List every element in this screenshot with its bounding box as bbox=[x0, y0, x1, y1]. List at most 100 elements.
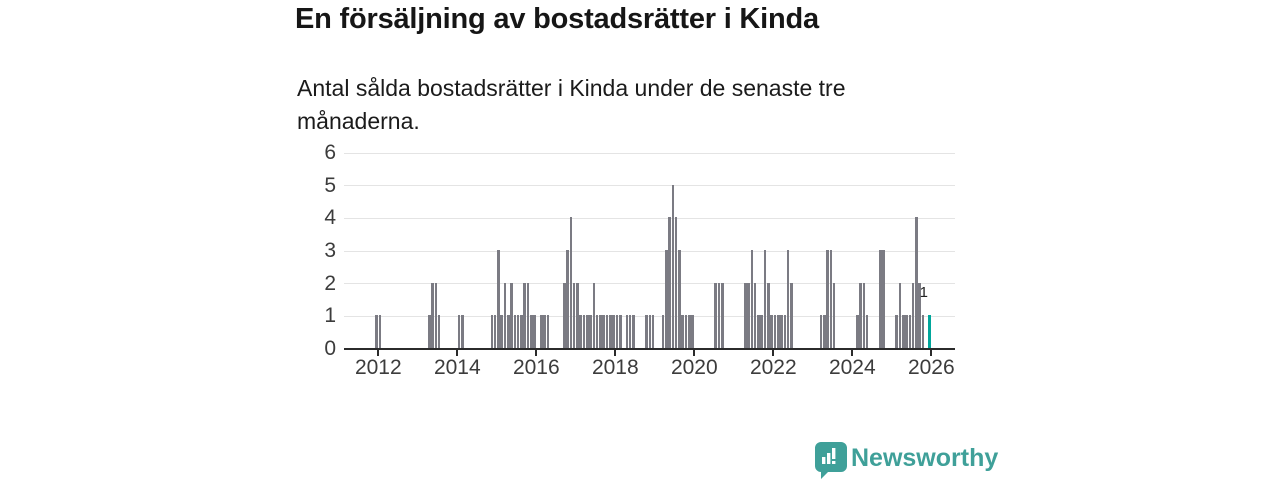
x-axis-line bbox=[344, 348, 955, 350]
bar bbox=[539, 315, 543, 348]
bar bbox=[516, 315, 520, 348]
bar bbox=[878, 250, 882, 348]
bar bbox=[750, 250, 754, 348]
bar bbox=[500, 315, 504, 348]
bar bbox=[855, 315, 859, 348]
bar bbox=[572, 282, 576, 348]
bar bbox=[717, 282, 721, 348]
x-axis-tick-label: 2016 bbox=[512, 356, 560, 379]
bar bbox=[757, 315, 760, 348]
bar bbox=[520, 315, 523, 348]
x-axis-tick-label: 2014 bbox=[433, 356, 481, 379]
bar bbox=[691, 315, 694, 348]
bar bbox=[599, 315, 602, 348]
newsworthy-brand-text: Newsworthy bbox=[851, 444, 999, 472]
bar bbox=[510, 282, 513, 348]
bar bbox=[668, 217, 671, 348]
x-axis-tick-label: 2022 bbox=[749, 356, 797, 379]
bar bbox=[823, 315, 826, 348]
bar bbox=[744, 282, 747, 348]
bar bbox=[566, 250, 569, 348]
bar bbox=[753, 282, 757, 348]
bar bbox=[859, 282, 862, 348]
bar bbox=[609, 315, 612, 348]
bar bbox=[428, 315, 431, 348]
bar bbox=[908, 315, 912, 348]
y-axis-tick-label: 0 bbox=[324, 337, 336, 360]
bar bbox=[681, 315, 685, 348]
bar bbox=[378, 315, 382, 348]
bar bbox=[826, 250, 829, 348]
bar bbox=[684, 315, 688, 348]
bar bbox=[618, 315, 622, 348]
y-axis-tick-label: 5 bbox=[324, 173, 336, 197]
bar bbox=[882, 250, 885, 348]
bar bbox=[819, 315, 823, 348]
bar bbox=[576, 282, 579, 348]
bar bbox=[763, 250, 767, 348]
bar bbox=[783, 315, 787, 348]
x-axis-tick-label: 2026 bbox=[907, 356, 955, 379]
bar bbox=[898, 282, 902, 348]
bar bbox=[543, 315, 546, 348]
bar bbox=[790, 282, 793, 348]
x-axis-tick-label: 2012 bbox=[354, 356, 402, 379]
bar bbox=[493, 315, 497, 348]
x-axis-tick bbox=[930, 349, 933, 356]
bar bbox=[632, 315, 635, 348]
y-axis-tick-label: 6 bbox=[324, 141, 336, 164]
x-axis-tick-label: 2024 bbox=[828, 356, 876, 379]
y-axis-tick-label: 4 bbox=[324, 206, 336, 230]
highlighted-latest-bar bbox=[928, 315, 931, 348]
page-title: En försäljning av bostadsrätter i Kinda bbox=[295, 3, 819, 35]
bar bbox=[714, 282, 717, 348]
bar bbox=[911, 282, 915, 348]
bar bbox=[767, 282, 770, 348]
bar bbox=[605, 315, 609, 348]
gridline bbox=[344, 185, 955, 187]
y-axis-tick-label: 2 bbox=[324, 271, 336, 295]
bar bbox=[865, 315, 869, 348]
bar bbox=[533, 315, 536, 348]
gridline bbox=[344, 217, 955, 219]
x-axis-tick bbox=[377, 349, 380, 356]
bar bbox=[905, 315, 908, 348]
bar bbox=[747, 282, 750, 348]
bar bbox=[582, 315, 586, 348]
bar bbox=[546, 315, 550, 348]
bar bbox=[770, 315, 773, 348]
bar bbox=[589, 315, 592, 348]
bar bbox=[460, 315, 464, 348]
bar bbox=[645, 315, 648, 348]
bar bbox=[628, 315, 632, 348]
bar bbox=[434, 282, 438, 348]
bar bbox=[490, 315, 494, 348]
bar bbox=[773, 315, 777, 348]
x-axis-tick bbox=[772, 349, 775, 356]
bar bbox=[665, 250, 668, 348]
bar bbox=[523, 282, 527, 348]
latest-value-label: 1 bbox=[919, 284, 928, 301]
bar bbox=[526, 282, 530, 348]
bar bbox=[562, 282, 566, 348]
bar bbox=[579, 315, 583, 348]
bar bbox=[503, 282, 507, 348]
bar bbox=[497, 250, 500, 348]
bar bbox=[780, 315, 783, 348]
bar bbox=[507, 315, 510, 348]
bar bbox=[586, 315, 589, 348]
bar bbox=[720, 282, 724, 348]
gridline bbox=[344, 283, 955, 285]
bar bbox=[530, 315, 533, 348]
gridline bbox=[344, 152, 955, 154]
x-axis-tick bbox=[535, 349, 538, 356]
x-axis-tick-label: 2018 bbox=[591, 356, 639, 379]
bar bbox=[592, 282, 596, 348]
bar bbox=[829, 250, 833, 348]
bar bbox=[625, 315, 629, 348]
bar bbox=[648, 315, 652, 348]
y-axis-tick-label: 3 bbox=[324, 239, 336, 262]
bar bbox=[921, 315, 925, 348]
x-axis-tick bbox=[851, 349, 854, 356]
